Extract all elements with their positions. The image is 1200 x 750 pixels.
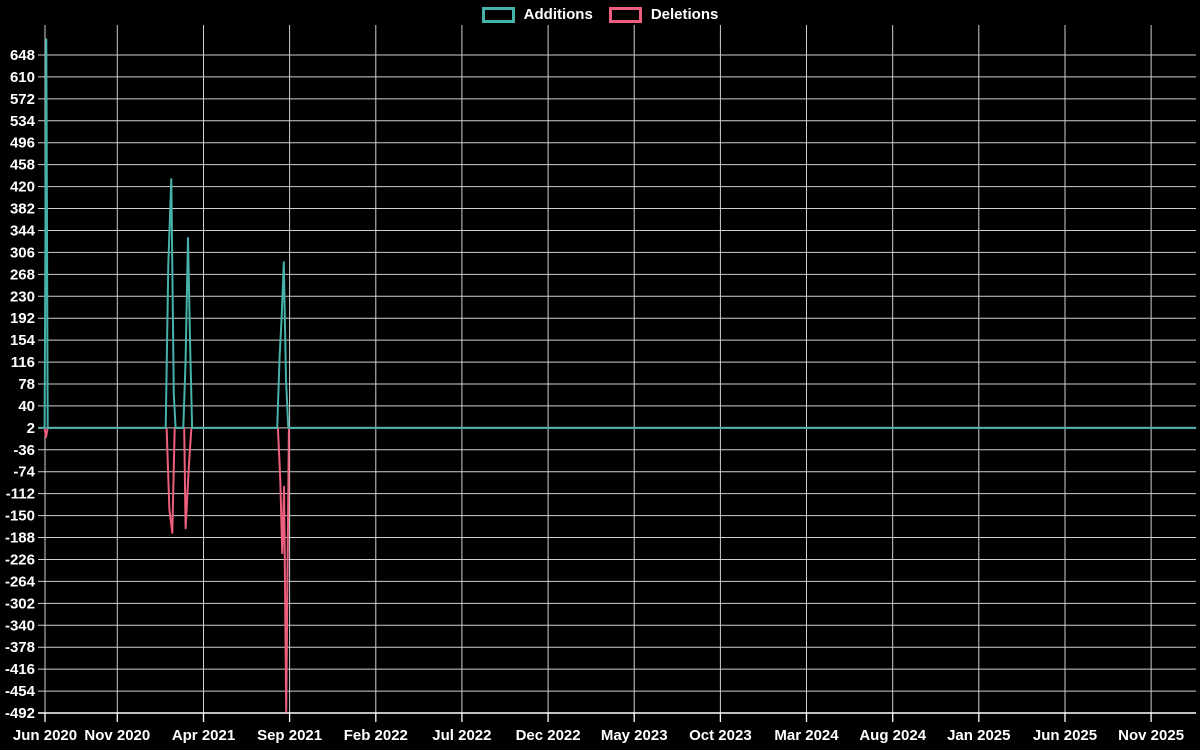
y-tick-label: 382 <box>10 201 35 218</box>
y-tick-label: 2 <box>27 420 35 437</box>
y-tick-label: -492 <box>5 705 35 722</box>
x-tick-label: Nov 2020 <box>84 727 150 744</box>
y-tick-label: 192 <box>10 310 35 327</box>
x-tick-label: Apr 2021 <box>172 727 235 744</box>
x-tick-label: Sep 2021 <box>257 727 322 744</box>
legend-item-additions[interactable]: Additions <box>481 6 593 23</box>
x-tick-label: Jun 2020 <box>13 727 77 744</box>
additions-swatch-icon <box>481 6 515 23</box>
y-tick-label: 40 <box>18 398 35 415</box>
legend-item-deletions[interactable]: Deletions <box>608 6 719 23</box>
series-line-additions <box>38 38 1197 429</box>
y-tick-label: -112 <box>6 486 35 503</box>
legend-label-additions: Additions <box>523 6 593 23</box>
y-tick-label: -416 <box>5 661 35 678</box>
y-tick-label: -150 <box>5 508 35 525</box>
y-tick-label: 610 <box>10 69 35 86</box>
y-tick-label: -36 <box>13 442 35 459</box>
x-tick-label: Dec 2022 <box>516 727 581 744</box>
y-tick-label: 496 <box>10 135 35 152</box>
x-tick-label: Aug 2024 <box>859 727 926 744</box>
y-tick-label: 306 <box>10 244 35 261</box>
h-gridlines: 648 610 572 534 496 458 420 382 344 306 268 230 192 1… <box>5 47 1196 722</box>
y-tick-label: -264 <box>5 573 36 590</box>
y-tick-label: -454 <box>5 683 36 700</box>
y-tick-label: -74 <box>13 464 35 481</box>
x-tick-label: May 2023 <box>601 727 668 744</box>
x-tick-label: Jul 2022 <box>432 727 491 744</box>
y-tick-label: 116 <box>11 354 35 371</box>
y-tick-label: 420 <box>10 179 35 196</box>
y-tick-label: -378 <box>5 639 35 656</box>
y-tick-label: -340 <box>5 617 35 634</box>
x-tick-label: Mar 2024 <box>774 727 839 744</box>
y-tick-label: 648 <box>10 47 35 64</box>
v-gridlines: Jun 2020 Nov 2020 Apr 2021 Sep 2021 Feb 2022… <box>13 25 1184 744</box>
legend-label-deletions: Deletions <box>650 6 719 23</box>
x-tick-label: Feb 2022 <box>344 727 408 744</box>
y-tick-label: 154 <box>10 332 36 349</box>
y-tick-label: 572 <box>10 91 35 108</box>
x-tick-label: Nov 2025 <box>1118 727 1184 744</box>
chart-legend: Additions Deletions <box>0 6 1200 23</box>
y-tick-label: 344 <box>10 222 36 239</box>
y-tick-label: 458 <box>10 157 35 174</box>
y-tick-label: 230 <box>10 288 35 305</box>
y-tick-label: -226 <box>5 551 35 568</box>
y-tick-label: -302 <box>5 595 35 612</box>
x-tick-label: Oct 2023 <box>689 727 752 744</box>
y-tick-label: -188 <box>5 530 35 547</box>
x-tick-label: Jan 2025 <box>947 727 1010 744</box>
y-tick-label: 268 <box>10 266 35 283</box>
y-tick-label: 534 <box>10 113 36 130</box>
y-tick-label: 78 <box>18 376 35 393</box>
x-tick-label: Jun 2025 <box>1033 727 1097 744</box>
deletions-swatch-icon <box>608 6 642 23</box>
